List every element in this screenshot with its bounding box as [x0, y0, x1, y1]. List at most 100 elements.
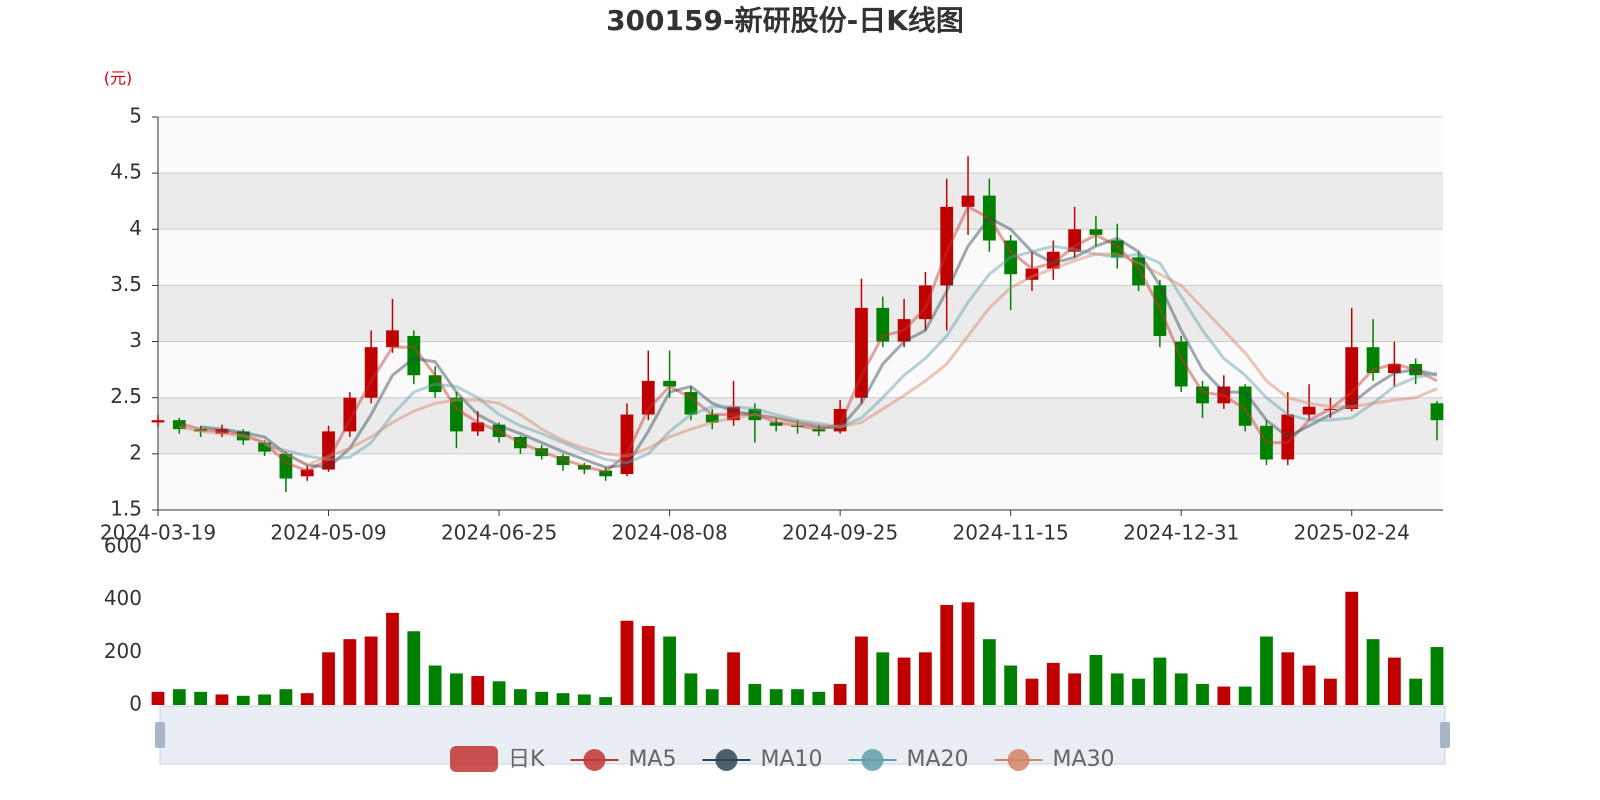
x-tick-label: 2024-06-25: [441, 521, 557, 545]
y-tick-label: 2.5: [110, 384, 142, 408]
volume-tick-label: 400: [104, 586, 142, 610]
candle-body: [1238, 386, 1252, 426]
x-tick-label: 2024-03-19: [100, 521, 216, 545]
candle-body: [450, 397, 463, 432]
candle-body: [194, 429, 208, 432]
legend-item[interactable]: MA30: [994, 747, 1115, 772]
y-tick-label: 3.5: [110, 272, 142, 296]
candle-body: [982, 195, 996, 241]
volume-bar: [1068, 673, 1082, 705]
volume-bar: [620, 620, 634, 705]
volume-bar: [215, 694, 229, 705]
candle-body: [1324, 408, 1337, 410]
legend-item[interactable]: MA10: [702, 747, 823, 772]
volume-bar: [577, 694, 591, 705]
candle-body: [833, 408, 847, 432]
volume-bar: [194, 691, 208, 705]
volume-bar: [151, 691, 165, 705]
candle-body: [151, 420, 165, 423]
volume-bar: [1387, 657, 1401, 705]
candle-body: [258, 442, 271, 452]
volume-bar: [1153, 657, 1167, 705]
candle-body: [300, 469, 314, 477]
volume-bar: [727, 652, 740, 705]
candle-body: [1174, 341, 1188, 387]
candle-body: [599, 470, 613, 477]
candle-body: [343, 397, 357, 432]
legend-item[interactable]: 日K: [450, 746, 545, 772]
candle-body: [1302, 406, 1316, 415]
candle-body: [322, 431, 335, 470]
x-tick-label: 2024-08-08: [611, 521, 727, 545]
candle-body: [535, 448, 549, 457]
volume-bar: [1089, 654, 1103, 705]
ma-line: [264, 244, 1438, 465]
volume-bar: [428, 665, 442, 705]
candle-body: [1046, 251, 1060, 269]
volume-bar: [791, 689, 804, 705]
candle-body: [1132, 257, 1145, 286]
candle-body: [556, 456, 570, 466]
volume-bar: [172, 689, 186, 705]
volume-bar: [556, 693, 570, 705]
candle-body: [471, 422, 485, 432]
y-tick-label: 3: [129, 328, 142, 352]
candle-body: [641, 380, 655, 415]
volume-bar: [1174, 673, 1188, 705]
volume-bar: [407, 631, 421, 705]
volume-bar: [982, 639, 996, 705]
volume-bar: [876, 652, 890, 705]
candle-body: [172, 420, 186, 430]
volume-bar: [386, 612, 399, 705]
x-tick-label: 2024-05-09: [270, 521, 386, 545]
candle-body: [791, 425, 804, 427]
volume-bar: [471, 676, 485, 705]
candle-body: [1004, 240, 1018, 275]
candle-body: [364, 347, 378, 398]
volume-bar: [1260, 636, 1273, 705]
volume-bar: [897, 657, 911, 705]
candle-body: [1217, 386, 1231, 404]
volume-bar: [705, 689, 719, 705]
volume-bar: [535, 691, 549, 705]
volume-bar: [769, 689, 783, 705]
volume-bar: [663, 636, 676, 705]
chart-title: 300159-新研股份-日K线图: [606, 4, 964, 37]
volume-bar: [450, 673, 463, 705]
x-tick-label: 2024-12-31: [1123, 521, 1239, 545]
candle-body: [1025, 268, 1039, 280]
zoom-handle[interactable]: [155, 722, 165, 748]
zoom-handle[interactable]: [1440, 722, 1450, 748]
candle-body: [1409, 364, 1423, 376]
y-tick-label: 4.5: [110, 160, 142, 184]
candle-body: [407, 335, 421, 376]
legend-item[interactable]: MA5: [570, 747, 676, 772]
candle-body: [961, 195, 975, 207]
candle-body: [1260, 425, 1273, 460]
ma-line: [179, 252, 1438, 467]
y-unit: (元): [104, 69, 133, 88]
data-zoom[interactable]: [159, 705, 1446, 765]
volume-bar: [833, 683, 847, 705]
volume-bar: [1430, 647, 1444, 705]
candle-body: [386, 330, 399, 348]
candle-body: [705, 414, 719, 423]
volume-bar: [855, 636, 868, 705]
candle-body: [1196, 386, 1209, 404]
legend-item[interactable]: MA20: [848, 747, 969, 772]
volume-bar: [364, 636, 378, 705]
ma-line: [178, 204, 1438, 474]
legend-icon: [861, 749, 884, 771]
volume-bar: [1409, 678, 1423, 705]
volume-bar: [300, 693, 314, 705]
volume-bar: [492, 681, 506, 705]
candle-body: [727, 406, 740, 421]
volume-bar: [236, 695, 250, 705]
candle-body: [1110, 240, 1124, 258]
candle-body: [1345, 347, 1359, 409]
volume-bar: [322, 652, 335, 705]
legend-icon: [583, 749, 606, 771]
volume-bar: [343, 639, 357, 705]
candle-body: [855, 307, 868, 398]
x-tick-label: 2025-02-24: [1294, 521, 1410, 545]
